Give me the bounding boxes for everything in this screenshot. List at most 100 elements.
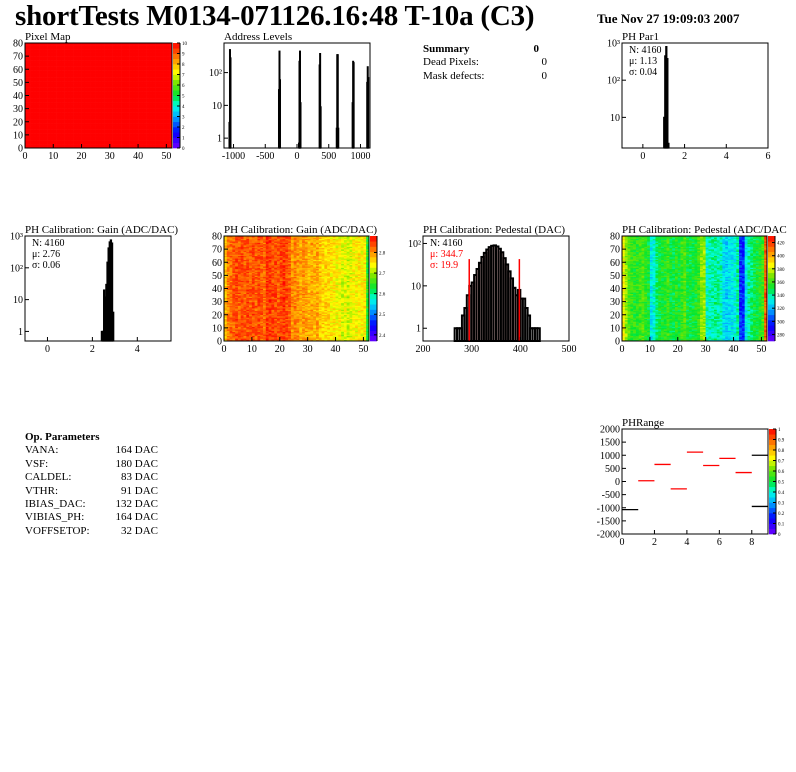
heatmap-cell (30, 45, 34, 48)
heatmap-cell (118, 111, 122, 113)
heatmap-cell (47, 48, 51, 50)
heatmap-cell (149, 74, 153, 77)
heatmap-cell (87, 133, 91, 136)
heatmap-cell (95, 128, 99, 130)
heatmap-cell (87, 49, 91, 52)
heatmap-cell (138, 54, 142, 57)
heatmap-cell (75, 106, 80, 108)
heatmap-cell (33, 129, 37, 132)
heatmap-cell (47, 50, 51, 53)
heatmap-cell (30, 43, 34, 45)
heatmap-cell (58, 62, 63, 65)
heatmap-cell (169, 132, 173, 134)
heatmap-cell (67, 117, 71, 120)
heatmap-cell (84, 111, 88, 113)
heatmap-cell (143, 100, 147, 103)
heatmap-cell (169, 129, 173, 132)
heatmap-cell (224, 249, 228, 251)
heatmap-cell (30, 106, 34, 108)
heatmap-cell (67, 129, 71, 132)
heatmap-cell (126, 46, 130, 49)
heatmap-cell (106, 62, 111, 65)
heatmap-cell (132, 87, 136, 90)
heatmap-cell (118, 66, 122, 69)
heatmap-cell (64, 144, 68, 146)
heatmap-cell (146, 88, 150, 91)
heatmap-cell (75, 123, 80, 125)
heatmap-cell (132, 112, 136, 115)
heatmap-cell (163, 75, 167, 78)
heatmap-cell (64, 95, 68, 98)
heatmap-cell (160, 94, 164, 96)
heatmap-cell (61, 75, 65, 78)
heatmap-cell (224, 333, 228, 335)
heatmap-cell (95, 79, 99, 82)
heatmap-cell (163, 108, 167, 111)
heatmap-cell (101, 116, 105, 119)
heatmap-cell (53, 50, 57, 53)
heatmap-cell (90, 136, 94, 138)
heatmap-cell (155, 56, 159, 58)
heatmap-cell (61, 92, 65, 95)
heatmap-cell (67, 96, 71, 99)
heatmap-cell (87, 119, 91, 121)
heatmap-cell (123, 138, 128, 141)
heatmap-cell (115, 87, 119, 90)
heatmap-cell (30, 134, 34, 137)
heatmap-cell (123, 115, 128, 117)
heatmap-cell (157, 128, 161, 130)
heatmap-cell (106, 117, 111, 120)
heatmap-cell (163, 54, 167, 57)
heatmap-cell (92, 71, 96, 74)
heatmap-cell (115, 77, 119, 79)
heatmap-cell (109, 103, 113, 105)
heatmap-cell (149, 49, 153, 52)
heatmap-cell (58, 66, 63, 69)
heatmap-cell (90, 85, 94, 87)
heatmap-cell (67, 116, 71, 119)
heatmap-cell (129, 74, 133, 77)
heatmap-cell (129, 69, 133, 71)
heatmap-cell (143, 136, 147, 138)
heatmap-cell (160, 88, 164, 91)
heatmap-cell (87, 138, 91, 141)
heatmap-cell (33, 91, 37, 94)
heatmap-cell (95, 78, 99, 81)
heatmap-cell (78, 44, 82, 46)
heatmap-cell (163, 99, 167, 102)
heatmap-cell (101, 75, 105, 78)
heatmap-cell (92, 141, 96, 144)
heatmap-cell (25, 78, 29, 81)
heatmap-cell (160, 104, 164, 107)
heatmap-cell (160, 129, 164, 132)
heatmap-cell (92, 79, 96, 82)
heatmap-cell (132, 53, 136, 56)
heatmap-cell (169, 112, 173, 115)
heatmap-cell (67, 57, 71, 60)
heatmap-cell (169, 57, 173, 60)
heatmap-cell (121, 130, 125, 133)
heatmap-cell (50, 46, 54, 49)
heatmap-cell (70, 104, 74, 107)
heatmap-cell (70, 132, 74, 134)
heatmap-cell (53, 123, 57, 125)
heatmap-cell (50, 104, 54, 107)
heatmap-cell (47, 54, 51, 57)
heatmap-cell (56, 53, 60, 56)
heatmap-cell (104, 98, 108, 100)
heatmap-cell (152, 98, 156, 100)
heatmap-cell (50, 128, 54, 130)
heatmap-cell (30, 70, 34, 73)
heatmap-cell (39, 128, 43, 130)
y-tick-label: 10³ (607, 39, 620, 50)
heatmap-cell (152, 138, 156, 141)
heatmap-cell (95, 74, 99, 77)
heatmap-cell (70, 82, 74, 84)
heatmap-cell (64, 56, 68, 58)
heatmap-cell (61, 117, 65, 120)
heatmap-cell (36, 142, 40, 145)
heatmap-cell (152, 61, 156, 63)
heatmap-cell (33, 44, 37, 46)
heatmap-cell (129, 117, 133, 120)
heatmap-cell (157, 88, 161, 91)
